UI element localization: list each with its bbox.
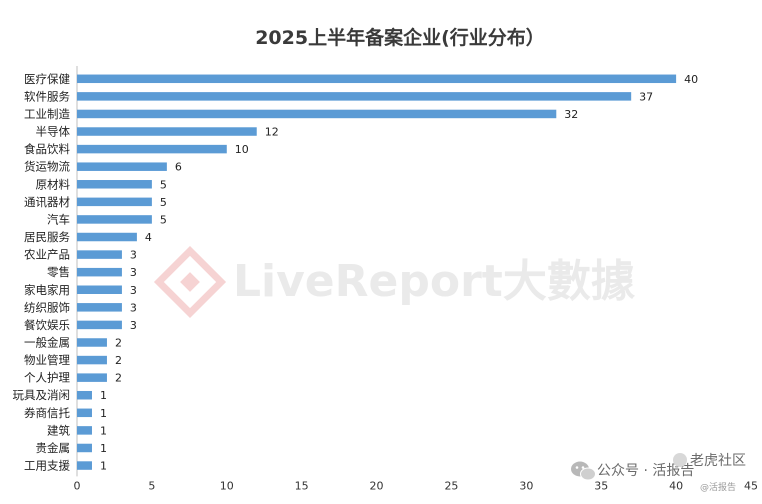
data-label: 1 <box>100 424 107 437</box>
category-label: 建筑 <box>47 423 70 437</box>
watermark-logo <box>153 245 227 319</box>
data-label: 3 <box>130 319 137 332</box>
bar <box>77 355 107 365</box>
footer-handle: @活报告 <box>700 481 736 493</box>
watermark-text: LiveReport大數據 <box>233 256 636 307</box>
bar <box>77 197 152 207</box>
tiger-icon <box>673 453 687 467</box>
data-label: 6 <box>175 161 182 174</box>
data-label: 32 <box>564 108 578 121</box>
bar <box>77 373 107 382</box>
data-label: 3 <box>130 249 137 262</box>
bar <box>77 408 92 418</box>
footer-community: 老虎社区 <box>690 453 746 469</box>
category-label: 家电家用 <box>24 283 70 297</box>
category-label: 餐饮娱乐 <box>24 318 70 332</box>
footer-source: 公众号 · 活报告 <box>597 463 694 479</box>
category-label: 工用支援 <box>24 459 70 473</box>
bar <box>77 303 122 312</box>
x-tick-label: 35 <box>594 479 608 492</box>
wechat-icon <box>571 461 596 481</box>
x-tick-label: 0 <box>74 479 81 492</box>
category-label: 通讯器材 <box>24 195 70 209</box>
bar <box>77 390 92 400</box>
bar <box>77 144 227 154</box>
bar <box>77 267 122 277</box>
category-label: 个人护理 <box>24 371 70 385</box>
bar <box>77 180 152 189</box>
data-label: 2 <box>115 372 122 385</box>
bar <box>77 443 92 453</box>
category-label: 货运物流 <box>24 160 70 174</box>
bar <box>77 426 92 435</box>
x-tick-label: 10 <box>220 479 234 492</box>
category-label: 汽车 <box>47 212 70 226</box>
bar <box>77 285 122 294</box>
data-label: 3 <box>130 266 137 279</box>
data-label: 10 <box>235 143 249 156</box>
data-label: 1 <box>100 407 107 420</box>
x-tick-label: 5 <box>148 479 155 492</box>
bar <box>77 162 167 171</box>
data-label: 1 <box>100 442 107 455</box>
bar <box>77 215 152 224</box>
bar <box>77 250 122 259</box>
category-label: 食品饮料 <box>24 142 70 156</box>
category-label: 玩具及消闲 <box>13 388 71 402</box>
data-label: 4 <box>145 231 152 244</box>
category-label: 居民服务 <box>24 230 70 244</box>
category-label: 纺织服饰 <box>24 300 70 314</box>
x-tick-label: 15 <box>295 479 309 492</box>
chart-title: 2025上半年备案企业(行业分布） <box>255 26 545 49</box>
category-label: 贵金属 <box>36 441 71 455</box>
category-label: 工业制造 <box>24 107 70 121</box>
x-tick-label: 45 <box>744 479 758 492</box>
data-label: 1 <box>100 389 107 402</box>
footer: 公众号 · 活报告 老虎社区 @活报告 <box>571 453 746 493</box>
data-label: 12 <box>265 126 279 139</box>
data-label: 37 <box>639 90 653 103</box>
x-axis: 0 5 10 15 20 25 30 35 40 45 <box>74 66 758 492</box>
category-label: 农业产品 <box>24 248 70 262</box>
bar <box>77 92 632 101</box>
category-label: 半导体 <box>36 125 71 139</box>
category-label: 物业管理 <box>24 353 70 367</box>
category-label: 原材料 <box>36 177 71 191</box>
data-label: 5 <box>160 196 167 209</box>
data-label: 1 <box>100 460 107 473</box>
x-tick-label: 20 <box>370 479 384 492</box>
bar <box>77 127 257 136</box>
watermark: LiveReport大數據 <box>153 245 636 319</box>
category-label: 零售 <box>47 265 70 279</box>
x-tick-label: 40 <box>669 479 683 492</box>
bar <box>77 338 107 347</box>
data-label: 2 <box>115 354 122 367</box>
category-label: 医疗保健 <box>24 72 70 86</box>
x-tick-label: 25 <box>444 479 458 492</box>
bar <box>77 320 122 330</box>
bar <box>77 74 677 84</box>
data-label: 40 <box>684 73 698 86</box>
data-label: 3 <box>130 284 137 297</box>
data-label: 5 <box>160 213 167 226</box>
bar <box>77 232 137 242</box>
category-label: 软件服务 <box>24 89 70 103</box>
data-label: 5 <box>160 178 167 191</box>
bar <box>77 461 92 470</box>
category-label: 券商信托 <box>24 406 70 420</box>
x-tick-label: 30 <box>519 479 533 492</box>
data-label: 2 <box>115 336 122 349</box>
data-label: 3 <box>130 301 137 314</box>
bar <box>77 109 557 119</box>
category-label: 一般金属 <box>24 335 70 349</box>
